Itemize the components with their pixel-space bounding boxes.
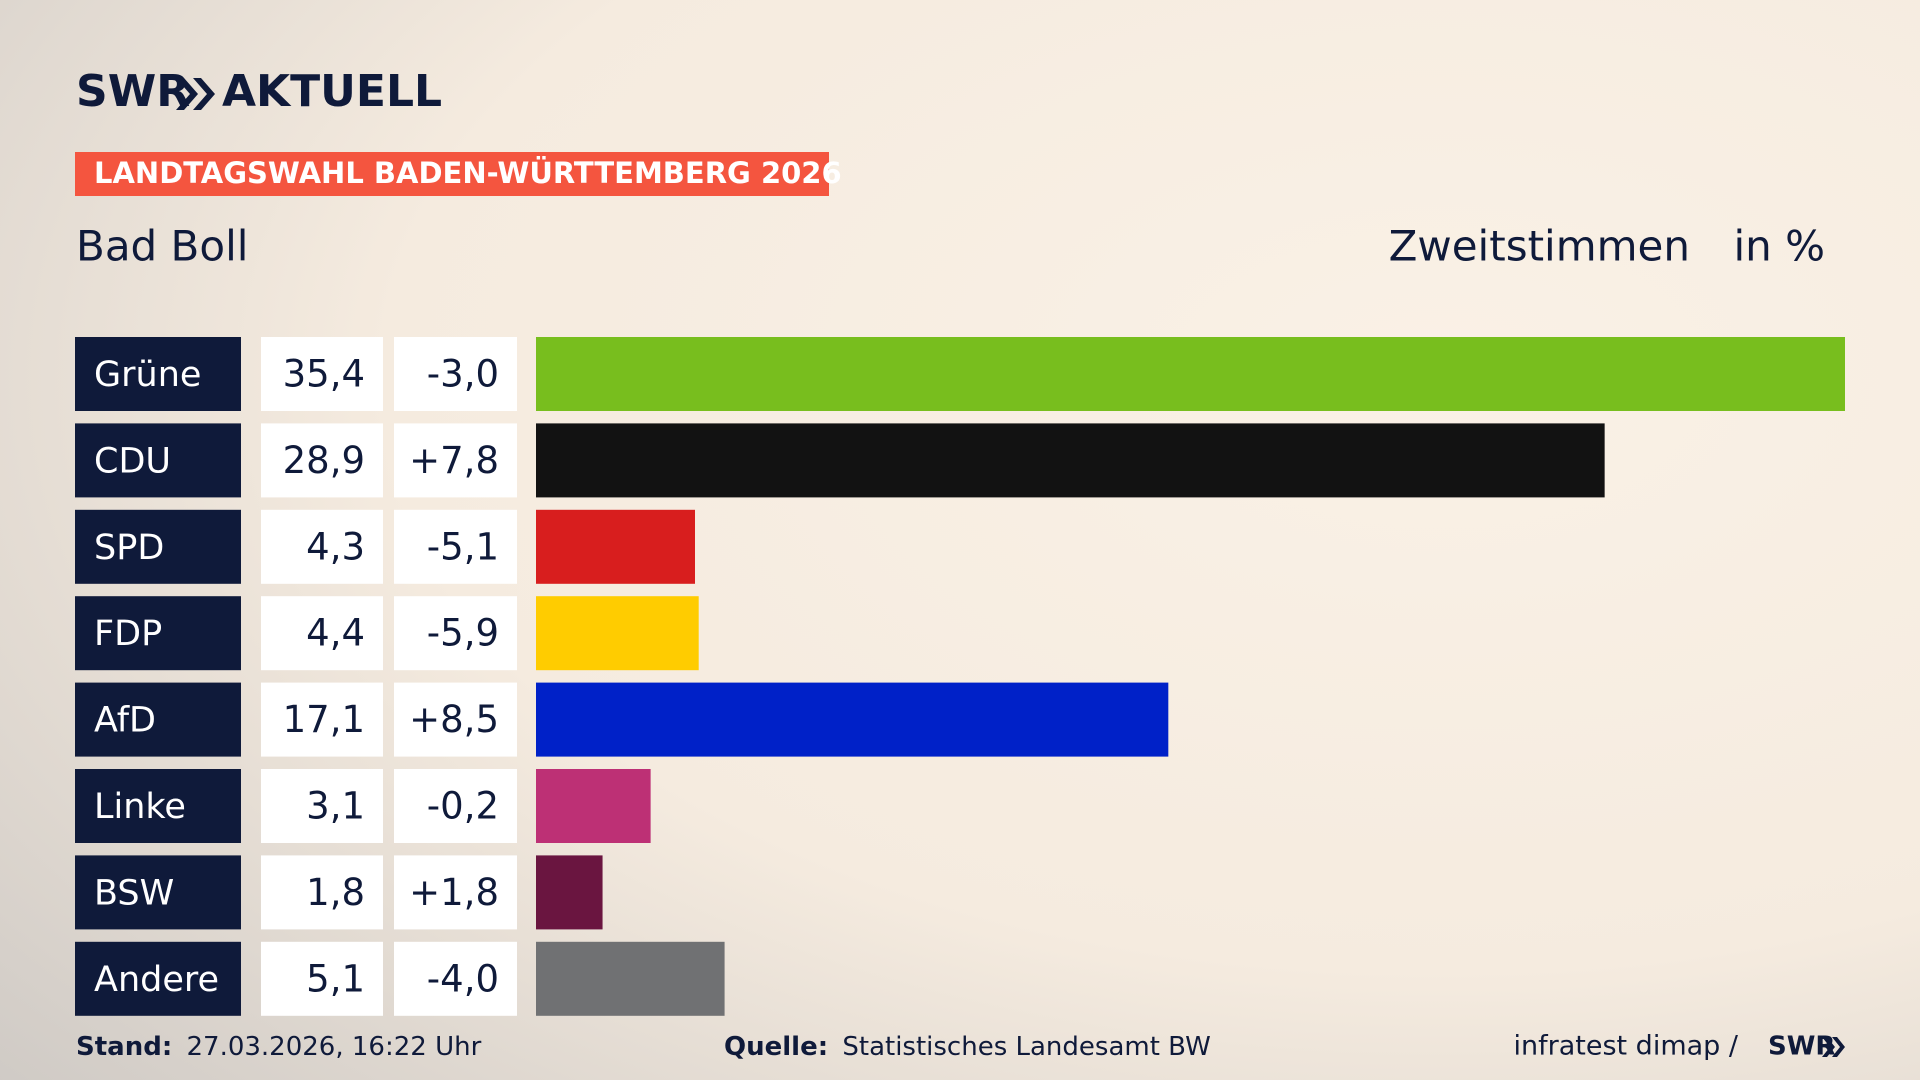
change-box <box>394 423 517 498</box>
value-box <box>261 855 383 930</box>
value-box <box>261 769 383 843</box>
value-label: 35,4 <box>283 353 365 396</box>
rows: Grüne 35,4 -3,0 CDU 28,9 +7,8 SPD 4,3 -5,1 FDP 4,4… <box>75 337 1845 1016</box>
change-box <box>394 855 517 930</box>
change-label: +7,8 <box>409 439 499 482</box>
source-value: Statistisches Landesamt BW <box>842 1032 1210 1062</box>
source-label: Quelle: <box>724 1032 828 1062</box>
change-box <box>394 509 517 584</box>
logo-chevrons <box>176 78 215 110</box>
party-label: SPD <box>94 528 164 568</box>
stand-value: 27.03.2026, 16:22 Uhr <box>186 1032 481 1062</box>
party-box <box>75 596 241 671</box>
party-label: Linke <box>94 787 186 827</box>
bar <box>536 337 1845 411</box>
change-box <box>394 682 517 757</box>
banner <box>75 152 829 196</box>
change-box <box>394 596 517 671</box>
value-label: 1,8 <box>306 871 365 914</box>
party-label: CDU <box>94 441 171 481</box>
party-box <box>75 855 241 930</box>
value-label: 5,1 <box>306 957 365 1000</box>
bar <box>536 769 651 843</box>
party-box <box>75 509 241 584</box>
party-box <box>75 682 241 757</box>
change-label: -5,1 <box>427 525 499 568</box>
value-box <box>261 941 383 1016</box>
logo-program: AKTUELL <box>222 66 442 117</box>
party-label: Grüne <box>94 355 201 395</box>
logo-brand: SWR <box>76 66 190 117</box>
party-label: FDP <box>94 614 162 654</box>
bar <box>536 596 699 671</box>
chart-title: Bad Boll <box>76 222 248 271</box>
party-box <box>75 941 241 1016</box>
change-label: +8,5 <box>409 698 499 741</box>
value-label: 4,3 <box>306 525 365 568</box>
party-label: BSW <box>94 873 174 913</box>
change-label: -3,0 <box>427 353 499 396</box>
credit-chevrons <box>1822 1037 1845 1057</box>
unit: in % <box>1733 222 1825 271</box>
source: Quelle: Statistisches Landesamt BW <box>724 1032 1211 1062</box>
bar <box>536 423 1605 498</box>
chart-subtitle: Zweitstimmen <box>1389 222 1690 271</box>
credit: infratest dimap / <box>1513 1031 1738 1062</box>
value-box <box>261 682 383 757</box>
banner-text: LANDTAGSWAHL BADEN-WÜRTTEMBERG 2026 <box>94 156 842 190</box>
change-label: -4,0 <box>427 957 499 1000</box>
party-box <box>75 423 241 498</box>
value-box <box>261 596 383 671</box>
value-box <box>261 509 383 584</box>
bar <box>536 855 603 930</box>
bar <box>536 509 696 584</box>
value-box <box>261 337 383 411</box>
bar <box>536 682 1169 757</box>
value-label: 4,4 <box>306 612 365 655</box>
change-box <box>394 769 517 843</box>
value-label: 28,9 <box>283 439 365 482</box>
party-label: Andere <box>94 960 219 1000</box>
party-box <box>75 769 241 843</box>
change-label: -0,2 <box>427 785 499 828</box>
value-label: 3,1 <box>306 785 365 828</box>
value-label: 17,1 <box>283 698 365 741</box>
party-label: AfD <box>94 701 156 741</box>
value-box <box>261 423 383 498</box>
change-label: +1,8 <box>409 871 499 914</box>
bar <box>536 941 725 1016</box>
change-box <box>394 337 517 411</box>
party-box <box>75 337 241 411</box>
change-box <box>394 941 517 1016</box>
change-label: -5,9 <box>427 612 499 655</box>
stand: Stand: 27.03.2026, 16:22 Uhr <box>76 1032 482 1062</box>
stand-label: Stand: <box>76 1032 172 1062</box>
